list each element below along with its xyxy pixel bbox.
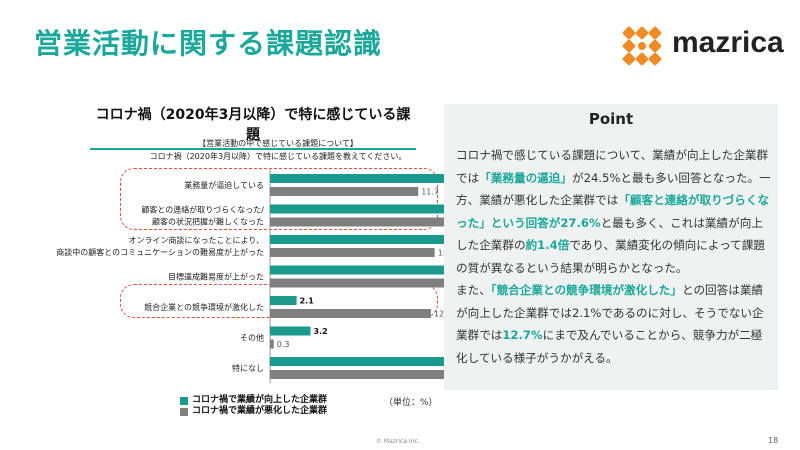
point-text: また、 [456, 283, 491, 297]
bar-worsened [270, 248, 435, 257]
point-highlight: 約1.4倍 [525, 238, 570, 252]
category-label: 目標達成難易度が上がった [168, 272, 264, 282]
legend-label-improved: コロナ禍で業績が向上した企業群 [192, 395, 328, 405]
bar-improved [270, 204, 512, 214]
data-label-worsened: 12.7 [434, 310, 452, 319]
data-label-improved: 2.1 [300, 297, 315, 306]
logo-mark-icon [622, 26, 662, 66]
survey-question: 【営業活動の中で感じている課題について】 コロナ禍（2020年3月以降）で特に感… [108, 137, 448, 163]
point-title: Point [588, 110, 634, 128]
bar-improved [270, 357, 500, 366]
chart-title: コロナ禍（2020年3月以降）で特に感じている課題 [90, 104, 416, 150]
logo-text: mazrica [672, 26, 784, 59]
mazrica-logo: mazrica [620, 24, 784, 68]
point-body: コロナ禍で感じている課題について、業績が向上した企業群では「業務量の逼迫」が24… [456, 144, 772, 369]
point-text: が24.5%と最も多い回答となった。一方、業績が悪化した企業群では [456, 170, 771, 208]
category-label: その他 [240, 333, 264, 343]
question-line-2: コロナ禍（2020年3月以降）で特に感じている課題を教えてください。 [149, 152, 407, 161]
point-highlight: 「競合企業との競争環境が激化した」 [490, 283, 682, 297]
point-highlight: 「業務量の逼迫」 [479, 170, 572, 185]
bar-worsened [270, 339, 274, 349]
bar-improved [270, 235, 486, 244]
bar-improved [270, 326, 311, 336]
category-label: 業務量が逼迫している [184, 180, 264, 190]
copyright: © Mazrica Inc. [376, 438, 420, 445]
question-line-1: 【営業活動の中で感じている課題について】 [198, 139, 358, 148]
category-label: 競合企業との競争環境が激化した [144, 302, 264, 312]
bar-worsened [270, 309, 431, 318]
data-label-improved: 3.2 [314, 327, 328, 336]
bar-improved [270, 174, 581, 183]
legend: コロナ禍で業績が向上した企業群 コロナ禍で業績が悪化した企業群 [180, 395, 327, 417]
point-highlight: 「顧客と連絡が取りづらくなった」という回答が27.6% [456, 193, 770, 230]
page-number: 18 [768, 436, 779, 445]
data-label-worsened: 0.3 [277, 340, 290, 349]
legend-label-worsened: コロナ禍で業績が悪化した企業群 [192, 406, 328, 416]
category-label: 商談中の顧客とのコミュニケーションの難易度が上がった [56, 247, 264, 257]
point-panel: Point コロナ禍で感じている課題について、業績が向上した企業群では「業務量の… [444, 104, 778, 390]
bar-worsened [270, 278, 483, 288]
bar-worsened [270, 187, 419, 196]
legend-swatch-improved [180, 396, 188, 405]
page-title: 営業活動に関する課題認識 [34, 27, 383, 60]
data-label-worsened: 11.7 [421, 188, 439, 197]
bar-improved [270, 296, 297, 305]
legend-swatch-worsened [180, 407, 188, 416]
point-text: コロナ禍で感じている課題について、業績が向上した企業群では [456, 148, 769, 185]
category-label: 特になし [232, 363, 264, 373]
highlight-oval-1 [120, 168, 438, 230]
category-label: 顧客との連絡が取りづらくなった/ [141, 205, 264, 215]
legend-item-worsened: コロナ禍で業績が悪化した企業群 [180, 406, 327, 417]
point-text: にまで及んでいることから、競争力が二極化している様子がうかがえる。 [456, 328, 763, 365]
point-highlight: 12.7% [502, 328, 543, 342]
point-text: と最も多く、これは業績が向上した企業群の [456, 215, 763, 253]
point-text: との回答は業績が向上した企業群では2.1%であるのに対し、そうでない企業群では [456, 283, 764, 342]
bar-worsened [270, 370, 497, 379]
unit-label: （単位：%） [384, 398, 438, 408]
category-label: オンライン商談になったことにより、 [128, 235, 264, 245]
legend-item-improved: コロナ禍で業績が向上した企業群 [180, 395, 327, 406]
category-label: 顧客の状況把握が難しくなった [152, 217, 264, 227]
bar-improved [270, 265, 473, 275]
point-text: であり、業績変化の傾向によって課題の質が異なるという結果が明らかとなった。 [456, 238, 765, 275]
